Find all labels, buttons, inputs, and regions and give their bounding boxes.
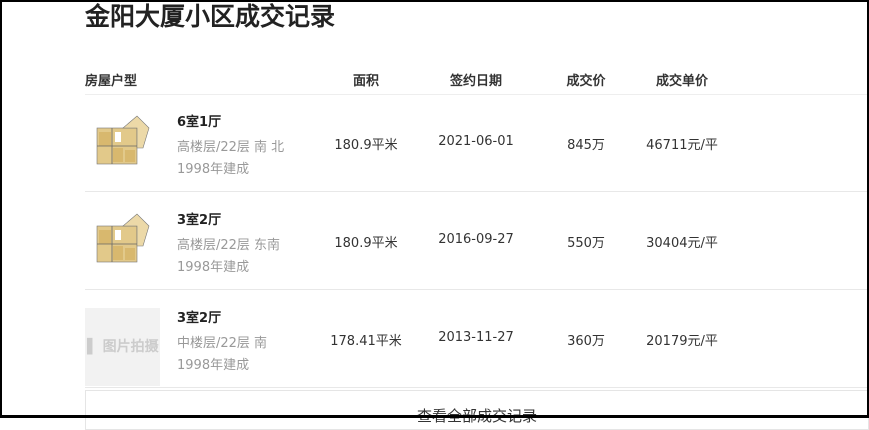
sign-date: 2013-11-27 xyxy=(438,330,514,345)
layout-link[interactable]: 3室2厅 xyxy=(177,213,222,228)
unit-price: 46711元/平 xyxy=(646,138,718,153)
area: 180.9平米 xyxy=(334,138,398,153)
floor-info: 高楼层/22层 南 北 xyxy=(177,140,285,155)
built-year: 1998年建成 xyxy=(177,162,250,177)
area: 180.9平米 xyxy=(334,236,398,251)
deal-price: 550万 xyxy=(567,236,605,251)
table-row[interactable]: 6室1厅 高楼层/22层 南 北 1998年建成 180.9平米 2021-06… xyxy=(85,94,869,192)
header-divider xyxy=(85,94,869,95)
sign-date: 2016-09-27 xyxy=(438,232,514,247)
header-layout: 房屋户型 xyxy=(85,74,138,89)
deal-price: 845万 xyxy=(567,138,605,153)
built-year: 1998年建成 xyxy=(177,260,250,275)
unit-price: 20179元/平 xyxy=(646,334,718,349)
floor-info: 高楼层/22层 东南 xyxy=(177,238,281,253)
image-placeholder[interactable]: ▌ 图片拍摄 xyxy=(85,308,160,386)
layout-link[interactable]: 6室1厅 xyxy=(177,115,222,130)
built-year: 1998年建成 xyxy=(177,358,250,373)
page-title: 金阳大厦小区成交记录 xyxy=(85,2,336,31)
area: 178.41平米 xyxy=(330,334,402,349)
deal-price: 360万 xyxy=(567,334,605,349)
view-all-records-button[interactable]: 查看全部成交记录 xyxy=(85,390,869,430)
floorplan-thumbnail[interactable] xyxy=(93,114,153,172)
table-row[interactable]: 3室2厅 高楼层/22层 东南 1998年建成 180.9平米 2016-09-… xyxy=(85,192,869,290)
layout-link[interactable]: 3室2厅 xyxy=(177,311,222,326)
sign-date: 2021-06-01 xyxy=(438,134,514,149)
table-row[interactable]: ▌ 图片拍摄 3室2厅 中楼层/22层 南 1998年建成 178.41平米 20… xyxy=(85,290,869,388)
header-area: 面积 xyxy=(352,74,380,89)
floor-info: 中楼层/22层 南 xyxy=(177,336,268,351)
header-price: 成交价 xyxy=(566,74,606,89)
floorplan-thumbnail[interactable] xyxy=(93,212,153,270)
header-date: 签约日期 xyxy=(449,74,503,89)
unit-price: 30404元/平 xyxy=(646,236,718,251)
header-unit-price: 成交单价 xyxy=(655,74,709,89)
